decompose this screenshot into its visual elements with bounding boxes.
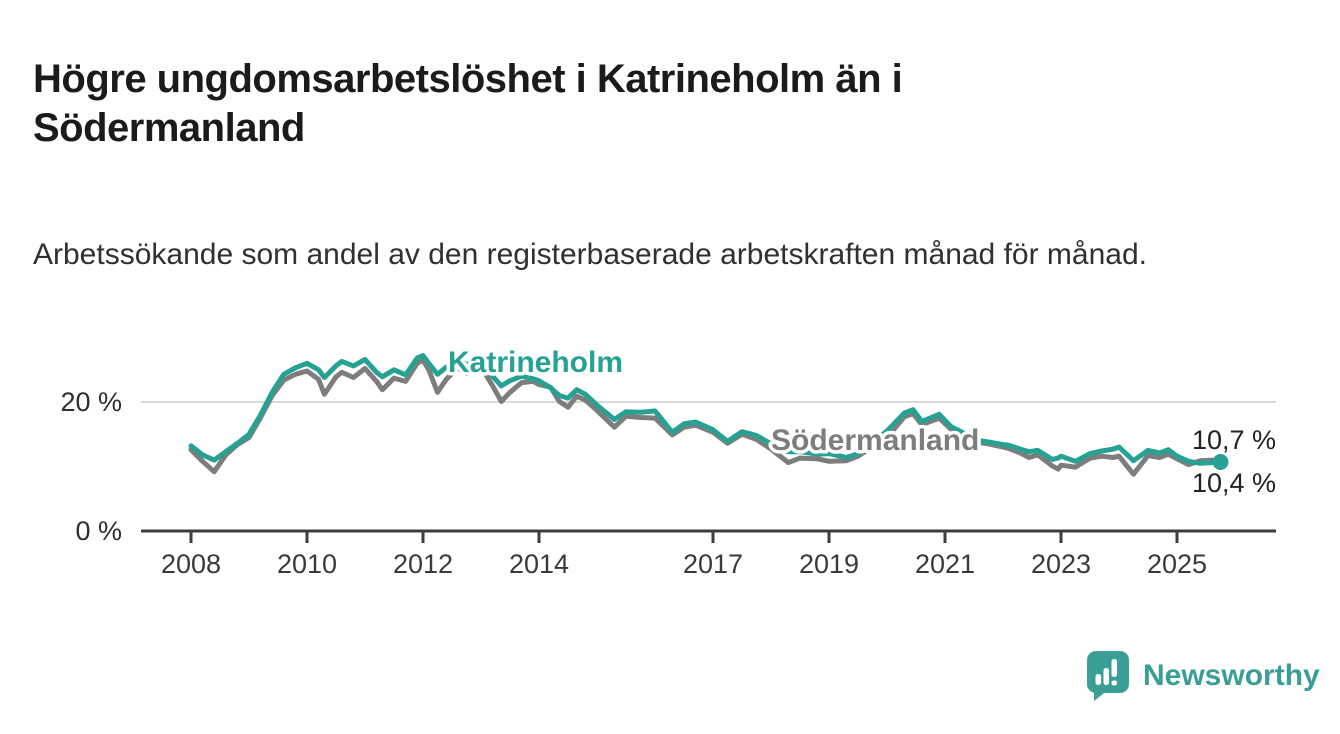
x-tick-label: 2017: [683, 549, 743, 579]
speech-bubble-bar-chart-icon: [1087, 651, 1129, 701]
chart-subtitle: Arbetssökande som andel av den registerb…: [33, 238, 1147, 271]
newsworthy-logo-text: Newsworthy: [1143, 659, 1320, 692]
x-tick-label: 2023: [1031, 549, 1091, 579]
series-line-sodermanland: [188, 357, 1223, 477]
series-line-katrineholm: [188, 353, 1223, 466]
series-label-katrineholm: Katrineholm: [448, 346, 623, 379]
series-label-sodermanland: Södermanland: [771, 424, 979, 457]
y-tick-label: 20 %: [60, 387, 122, 417]
x-tick-label: 2014: [509, 549, 569, 579]
x-tick-label: 2021: [915, 549, 975, 579]
x-tick-label: 2012: [393, 549, 453, 579]
x-tick-label: 2010: [277, 549, 337, 579]
end-value-label-sodermanland: 10,4 %: [1192, 468, 1276, 498]
end-value-label-katrineholm: 10,7 %: [1192, 425, 1276, 455]
end-dot-katrineholm: [1212, 453, 1229, 470]
x-tick-label: 2025: [1147, 549, 1207, 579]
y-tick-label: 0 %: [75, 516, 122, 546]
x-tick-label: 2019: [799, 549, 859, 579]
newsworthy-logo: Newsworthy: [1086, 650, 1320, 702]
x-tick-label: 2008: [161, 549, 221, 579]
page-title: Högre ungdomsarbetslöshet i Katrineholm …: [33, 56, 903, 150]
